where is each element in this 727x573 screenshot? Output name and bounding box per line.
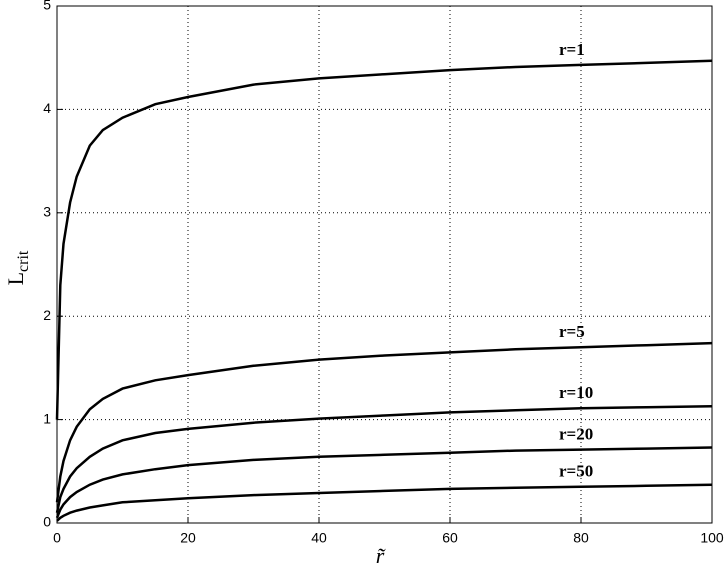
y-tick-label: 0	[43, 514, 51, 530]
line	[55, 404, 713, 513]
line	[55, 446, 713, 519]
series-label: r=10	[559, 383, 593, 402]
line	[55, 341, 713, 503]
y-tick-label: 4	[43, 100, 51, 116]
x-tick-label: 20	[180, 530, 196, 546]
y-axis-label-base: L	[3, 272, 28, 285]
series-label: r=50	[559, 462, 593, 481]
x-axis-label: r̃	[376, 543, 386, 568]
y-tick-label: 2	[43, 307, 51, 323]
y-tick-label: 1	[43, 410, 51, 426]
line	[55, 59, 713, 420]
series-label: r=5	[559, 322, 585, 341]
series-label: r=1	[559, 40, 585, 59]
x-tick-label: 80	[573, 530, 589, 546]
x-tick-label: 60	[442, 530, 458, 546]
line	[56, 483, 713, 522]
y-axis-label-sub: crit	[15, 250, 32, 272]
y-axis-label: Lcrit	[3, 250, 32, 285]
x-tick-label: 100	[700, 530, 724, 546]
series-label: r=20	[559, 424, 593, 443]
x-tick-label: 40	[311, 530, 327, 546]
y-tick-label: 5	[43, 0, 51, 13]
x-tick-label: 0	[53, 530, 61, 546]
y-tick-label: 3	[43, 204, 51, 220]
plot-frame	[56, 5, 713, 524]
